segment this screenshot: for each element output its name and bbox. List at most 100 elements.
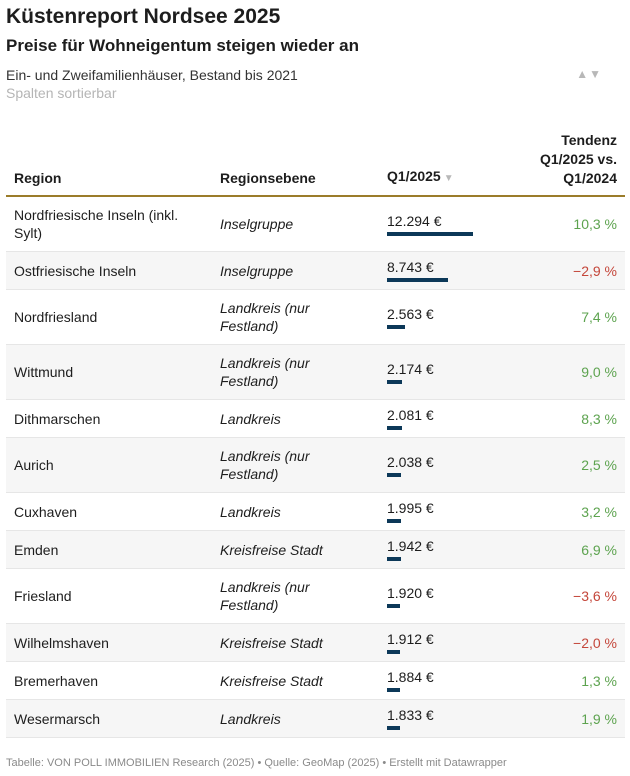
cell-region: Friesland [14,588,72,604]
table-header: Region Regionsebene Q1/2025 ▼ Tendenz Q1/… [6,128,625,197]
table-description: Ein- und Zweifamilienhäuser, Bestand bis… [6,67,298,83]
price-bar [387,557,401,561]
sort-hint: Spalten sortierbar [6,85,117,101]
price-bar [387,278,448,282]
column-header-q1[interactable]: Q1/2025 ▼ [387,167,454,188]
cell-trend: −2,9 % [573,262,617,279]
cell-level: Landkreis (nur Festland) [220,448,310,482]
cell-region: Wilhelmshaven [14,634,109,651]
cell-q1: 8.743 € [387,252,507,289]
table-row: Aurich Landkreis (nur Festland) 2.038 € 2,5… [6,438,625,493]
price-value: 2.081 € [387,407,434,423]
cell-level: Landkreis (nur Festland) [220,579,310,613]
cell-q1: 1.995 € [387,493,507,530]
page-title: Küstenreport Nordsee 2025 [6,5,281,28]
cell-level: Landkreis [220,503,281,520]
table-row: Nordfriesland Landkreis (nur Festland) 2.5… [6,290,625,345]
table-row: Emden Kreisfreise Stadt 1.942 € 6,9 % [6,531,625,569]
table-row: Cuxhaven Landkreis 1.995 € 3,2 % [6,493,625,531]
table-row: Nordfriesische Inseln (inkl. Sylt) Inselg… [6,197,625,252]
price-value: 1.920 € [387,584,434,601]
cell-trend: 3,2 % [581,503,617,520]
cell-level: Landkreis [220,410,281,427]
price-bar [387,426,402,430]
table-row: Friesland Landkreis (nur Festland) 1.920 €… [6,569,625,624]
price-bar [387,519,401,523]
column-header-trend-line3: Q1/2024 [563,170,617,186]
price-bar [387,603,400,608]
cell-trend: 2,5 % [581,457,617,473]
table-row: Wilhelmshaven Kreisfreise Stadt 1.912 € −2,… [6,624,625,662]
footer-credits: Tabelle: VON POLL IMMOBILIEN Research (2… [6,757,507,769]
cell-trend: −3,6 % [573,588,617,604]
price-bar [387,231,473,236]
cell-q1: 1.920 € [387,569,507,623]
price-value: 1.912 € [387,631,434,647]
cell-q1: 2.563 € [387,290,507,344]
price-value: 2.563 € [387,305,434,322]
sort-toggle-icon[interactable]: ▲▼ [576,67,602,81]
column-header-q1-label: Q1/2025 [387,168,441,184]
price-value: 2.038 € [387,453,434,470]
cell-level: Inselgruppe [220,216,294,232]
cell-level: Kreisfreise Stadt [220,634,323,651]
cell-trend: −2,0 % [573,634,617,651]
column-header-trend-line1: Tendenz [561,132,617,148]
cell-level: Kreisfreise Stadt [220,541,323,558]
price-value: 1.833 € [387,707,434,723]
price-bar [387,324,405,329]
cell-region: Nordfriesland [14,309,98,325]
cell-q1: 2.174 € [387,345,507,399]
data-table: Region Regionsebene Q1/2025 ▼ Tendenz Q1/… [6,128,625,738]
cell-level: Kreisfreise Stadt [220,672,323,689]
cell-q1: 1.884 € [387,662,507,699]
cell-q1: 1.912 € [387,624,507,661]
price-value: 12.294 € [387,212,442,229]
cell-trend: 8,3 % [581,410,617,427]
price-bar [387,688,400,692]
column-header-trend-line2: Q1/2025 vs. [539,151,617,167]
column-header-level[interactable]: Regionsebene [220,170,316,186]
price-value: 2.174 € [387,360,434,377]
cell-region: Dithmarschen [14,410,101,427]
price-value: 1.942 € [387,538,434,554]
cell-q1: 2.038 € [387,438,507,492]
cell-region: Wesermarsch [14,710,101,727]
cell-region: Aurich [14,457,54,473]
cell-q1: 2.081 € [387,400,507,437]
table-row: Dithmarschen Landkreis 2.081 € 8,3 % [6,400,625,438]
cell-region: Cuxhaven [14,503,78,520]
price-value: 8.743 € [387,259,434,275]
cell-trend: 9,0 % [581,364,617,380]
cell-trend: 7,4 % [581,309,617,325]
cell-q1: 1.942 € [387,531,507,568]
price-value: 1.995 € [387,500,434,516]
price-value: 1.884 € [387,669,434,685]
price-bar [387,379,402,384]
page-subtitle: Preise für Wohneigentum steigen wieder a… [6,36,359,55]
price-bar [387,726,400,730]
cell-region: Wittmund [14,364,74,380]
table-row: Wittmund Landkreis (nur Festland) 2.174 € 9… [6,345,625,400]
cell-region: Nordfriesische Inseln (inkl. Sylt) [14,207,179,241]
cell-region: Ostfriesische Inseln [14,262,137,279]
price-bar [387,650,400,654]
sort-descending-icon: ▼ [443,173,454,184]
cell-level: Landkreis [220,710,281,727]
table-row: Ostfriesische Inseln Inselgruppe 8.743 € −2… [6,252,625,290]
table-row: Wesermarsch Landkreis 1.833 € 1,9 % [6,700,625,738]
cell-level: Inselgruppe [220,262,294,279]
table-row: Bremerhaven Kreisfreise Stadt 1.884 € 1,3 % [6,662,625,700]
price-bar [387,472,401,477]
table-body: Nordfriesische Inseln (inkl. Sylt) Inselg… [6,197,625,738]
cell-trend: 1,3 % [581,672,617,689]
cell-level: Landkreis (nur Festland) [220,355,310,389]
cell-trend: 1,9 % [581,710,617,727]
cell-trend: 6,9 % [581,541,617,558]
cell-trend: 10,3 % [573,216,617,232]
column-header-trend[interactable]: Tendenz Q1/2025 vs. Q1/2024 [487,131,617,188]
cell-q1: 1.833 € [387,700,507,737]
cell-level: Landkreis (nur Festland) [220,300,310,334]
cell-region: Emden [14,541,59,558]
column-header-region[interactable]: Region [14,170,62,186]
